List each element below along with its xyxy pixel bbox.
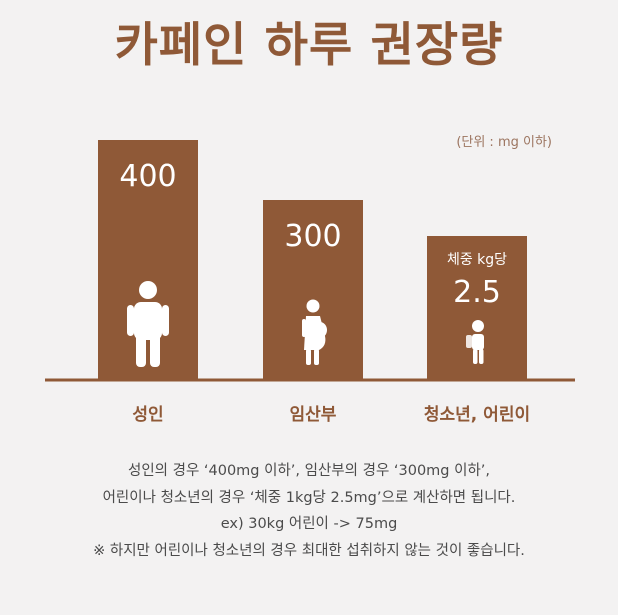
- note-line: 어린이나 청소년의 경우 ‘체중 1kg당 2.5mg’으로 계산하면 됩니다.: [102, 489, 516, 506]
- note-line: 성인의 경우 ‘400mg 이하’, 임산부의 경우 ‘300mg 이하’,: [127, 463, 491, 479]
- pregnant-woman-icon: [302, 299, 327, 365]
- chart-title: 카페인 하루 권장량: [114, 18, 504, 73]
- data-label: 2.5: [453, 275, 501, 310]
- data-label-prefix: 체중 kg당: [447, 252, 507, 268]
- category-label: 성인: [132, 405, 163, 425]
- category-label: 청소년, 어린이: [424, 404, 530, 425]
- child-with-backpack-icon: [466, 320, 484, 364]
- category-label: 임산부: [290, 404, 337, 425]
- adult-icon: [127, 281, 169, 367]
- data-label: 300: [284, 219, 341, 254]
- note-line: ex) 30kg 어린이 -> 75mg: [220, 516, 398, 532]
- note-line: ※ 하지만 어린이나 청소년의 경우 최대한 섭취하지 않는 것이 좋습니다.: [93, 542, 525, 559]
- notes: 성인의 경우 ‘400mg 이하’, 임산부의 경우 ‘300mg 이하’, 어…: [0, 458, 618, 564]
- bar-chart: 400 성인 300 임산부 체중 kg당 2.5 청소년, 어린이: [45, 140, 575, 425]
- data-label: 400: [119, 159, 176, 194]
- unit-note: (단위 : mg 이하): [456, 135, 552, 150]
